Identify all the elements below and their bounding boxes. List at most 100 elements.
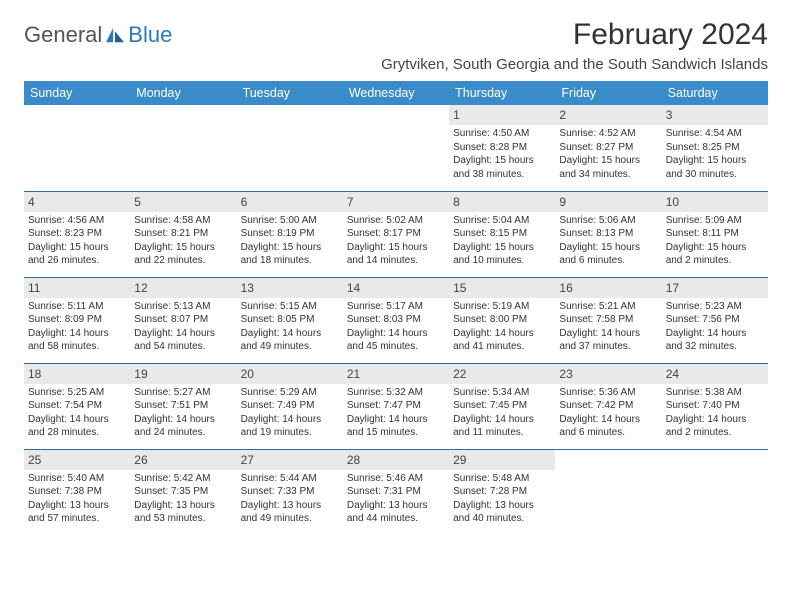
calendar-cell: 26 Sunrise: 5:42 AMSunset: 7:35 PMDayligh… (130, 449, 236, 535)
day-number: 25 (24, 450, 130, 470)
day-number: 21 (343, 364, 449, 384)
daylight-line: Daylight: 15 hours and 18 minutes. (241, 241, 339, 268)
sunrise-line: Sunrise: 5:11 AM (28, 300, 126, 314)
sunrise-line: Sunrise: 5:38 AM (666, 386, 764, 400)
daylight-line: Daylight: 15 hours and 22 minutes. (134, 241, 232, 268)
sunrise-line: Sunrise: 5:06 AM (559, 214, 657, 228)
daylight-line: Daylight: 14 hours and 11 minutes. (453, 413, 551, 440)
sunrise-line: Sunrise: 5:17 AM (347, 300, 445, 314)
day-number: 20 (237, 364, 343, 384)
sunset-line: Sunset: 8:15 PM (453, 227, 551, 241)
daylight-line: Daylight: 14 hours and 54 minutes. (134, 327, 232, 354)
calendar-cell: 10Sunrise: 5:09 AMSunset: 8:11 PMDayligh… (662, 191, 768, 277)
daylight-line: Daylight: 14 hours and 37 minutes. (559, 327, 657, 354)
sunrise-line: Sunrise: 5:00 AM (241, 214, 339, 228)
brand-sail-icon (104, 26, 126, 44)
calendar-cell: 23Sunrise: 5:36 AMSunset: 7:42 PMDayligh… (555, 363, 661, 449)
calendar-cell (343, 105, 449, 191)
calendar-cell: 19Sunrise: 5:27 AMSunset: 7:51 PMDayligh… (130, 363, 236, 449)
sunrise-line: Sunrise: 5:40 AM (28, 472, 126, 486)
sunset-line: Sunset: 8:28 PM (453, 141, 551, 155)
day-header: Wednesday (343, 81, 449, 105)
daylight-line: Daylight: 13 hours and 44 minutes. (347, 499, 445, 526)
sunset-line: Sunset: 7:33 PM (241, 485, 339, 499)
calendar-cell: 20Sunrise: 5:29 AMSunset: 7:49 PMDayligh… (237, 363, 343, 449)
sunset-line: Sunset: 7:45 PM (453, 399, 551, 413)
day-number: 6 (237, 192, 343, 212)
day-number: 8 (449, 192, 555, 212)
sunrise-line: Sunrise: 5:32 AM (347, 386, 445, 400)
daylight-line: Daylight: 14 hours and 41 minutes. (453, 327, 551, 354)
daylight-line: Daylight: 13 hours and 49 minutes. (241, 499, 339, 526)
sunrise-line: Sunrise: 5:42 AM (134, 472, 232, 486)
day-number: 15 (449, 278, 555, 298)
sunset-line: Sunset: 7:38 PM (28, 485, 126, 499)
sunset-line: Sunset: 8:09 PM (28, 313, 126, 327)
day-number: 27 (237, 450, 343, 470)
sunrise-line: Sunrise: 5:44 AM (241, 472, 339, 486)
day-number: 17 (662, 278, 768, 298)
sunset-line: Sunset: 7:54 PM (28, 399, 126, 413)
brand-general: General (24, 22, 102, 48)
day-number: 23 (555, 364, 661, 384)
daylight-line: Daylight: 15 hours and 14 minutes. (347, 241, 445, 268)
sunrise-line: Sunrise: 4:58 AM (134, 214, 232, 228)
brand-logo: General Blue (24, 22, 172, 48)
daylight-line: Daylight: 13 hours and 40 minutes. (453, 499, 551, 526)
calendar-cell: 8Sunrise: 5:04 AMSunset: 8:15 PMDaylight… (449, 191, 555, 277)
sunset-line: Sunset: 7:31 PM (347, 485, 445, 499)
sunrise-line: Sunrise: 5:04 AM (453, 214, 551, 228)
brand-blue: Blue (128, 22, 172, 48)
calendar-cell: 5 Sunrise: 4:58 AMSunset: 8:21 PMDaylight… (130, 191, 236, 277)
daylight-line: Daylight: 14 hours and 32 minutes. (666, 327, 764, 354)
sunrise-line: Sunrise: 4:54 AM (666, 127, 764, 141)
sunrise-line: Sunrise: 5:09 AM (666, 214, 764, 228)
sunrise-line: Sunrise: 5:13 AM (134, 300, 232, 314)
day-number: 12 (130, 278, 236, 298)
daylight-line: Daylight: 15 hours and 38 minutes. (453, 154, 551, 181)
day-number: 13 (237, 278, 343, 298)
sunrise-line: Sunrise: 5:36 AM (559, 386, 657, 400)
sunrise-line: Sunrise: 5:19 AM (453, 300, 551, 314)
sunset-line: Sunset: 8:21 PM (134, 227, 232, 241)
calendar-cell: 14Sunrise: 5:17 AMSunset: 8:03 PMDayligh… (343, 277, 449, 363)
calendar-cell: 1Sunrise: 4:50 AMSunset: 8:28 PMDaylight… (449, 105, 555, 191)
daylight-line: Daylight: 15 hours and 26 minutes. (28, 241, 126, 268)
sunset-line: Sunset: 7:49 PM (241, 399, 339, 413)
calendar-cell (130, 105, 236, 191)
day-header: Saturday (662, 81, 768, 105)
calendar-cell: 22Sunrise: 5:34 AMSunset: 7:45 PMDayligh… (449, 363, 555, 449)
sunset-line: Sunset: 8:07 PM (134, 313, 232, 327)
sunrise-line: Sunrise: 5:02 AM (347, 214, 445, 228)
calendar-cell: 18Sunrise: 5:25 AMSunset: 7:54 PMDayligh… (24, 363, 130, 449)
calendar-cell: 24Sunrise: 5:38 AMSunset: 7:40 PMDayligh… (662, 363, 768, 449)
day-header: Monday (130, 81, 236, 105)
calendar-cell: 12 Sunrise: 5:13 AMSunset: 8:07 PMDayligh… (130, 277, 236, 363)
daylight-line: Daylight: 15 hours and 34 minutes. (559, 154, 657, 181)
day-number: 26 (130, 450, 236, 470)
daylight-line: Daylight: 14 hours and 58 minutes. (28, 327, 126, 354)
calendar-week-row: 4Sunrise: 4:56 AMSunset: 8:23 PMDaylight… (24, 191, 768, 277)
day-header: Tuesday (237, 81, 343, 105)
sunrise-line: Sunrise: 5:15 AM (241, 300, 339, 314)
day-number: 5 (130, 192, 236, 212)
calendar-cell (24, 105, 130, 191)
sunrise-line: Sunrise: 5:23 AM (666, 300, 764, 314)
calendar-week-row: 25 Sunrise: 5:40 AMSunset: 7:38 PM Dayligh… (24, 449, 768, 535)
calendar-cell: 15Sunrise: 5:19 AMSunset: 8:00 PMDayligh… (449, 277, 555, 363)
day-number: 11 (24, 278, 130, 298)
daylight-line: Daylight: 14 hours and 24 minutes. (134, 413, 232, 440)
sunset-line: Sunset: 7:35 PM (134, 485, 232, 499)
calendar-week-row: 11Sunrise: 5:11 AMSunset: 8:09 PMDayligh… (24, 277, 768, 363)
day-number: 24 (662, 364, 768, 384)
header: General Blue February 2024 Grytviken, So… (24, 18, 768, 73)
daylight-line: Daylight: 14 hours and 45 minutes. (347, 327, 445, 354)
calendar-cell (237, 105, 343, 191)
day-number: 28 (343, 450, 449, 470)
calendar-cell (555, 449, 661, 535)
calendar-cell: 6Sunrise: 5:00 AMSunset: 8:19 PMDaylight… (237, 191, 343, 277)
daylight-line: Daylight: 13 hours and 53 minutes. (134, 499, 232, 526)
daylight-line: Daylight: 14 hours and 28 minutes. (28, 413, 126, 440)
calendar-week-row: 1Sunrise: 4:50 AMSunset: 8:28 PMDaylight… (24, 105, 768, 191)
sunset-line: Sunset: 8:05 PM (241, 313, 339, 327)
